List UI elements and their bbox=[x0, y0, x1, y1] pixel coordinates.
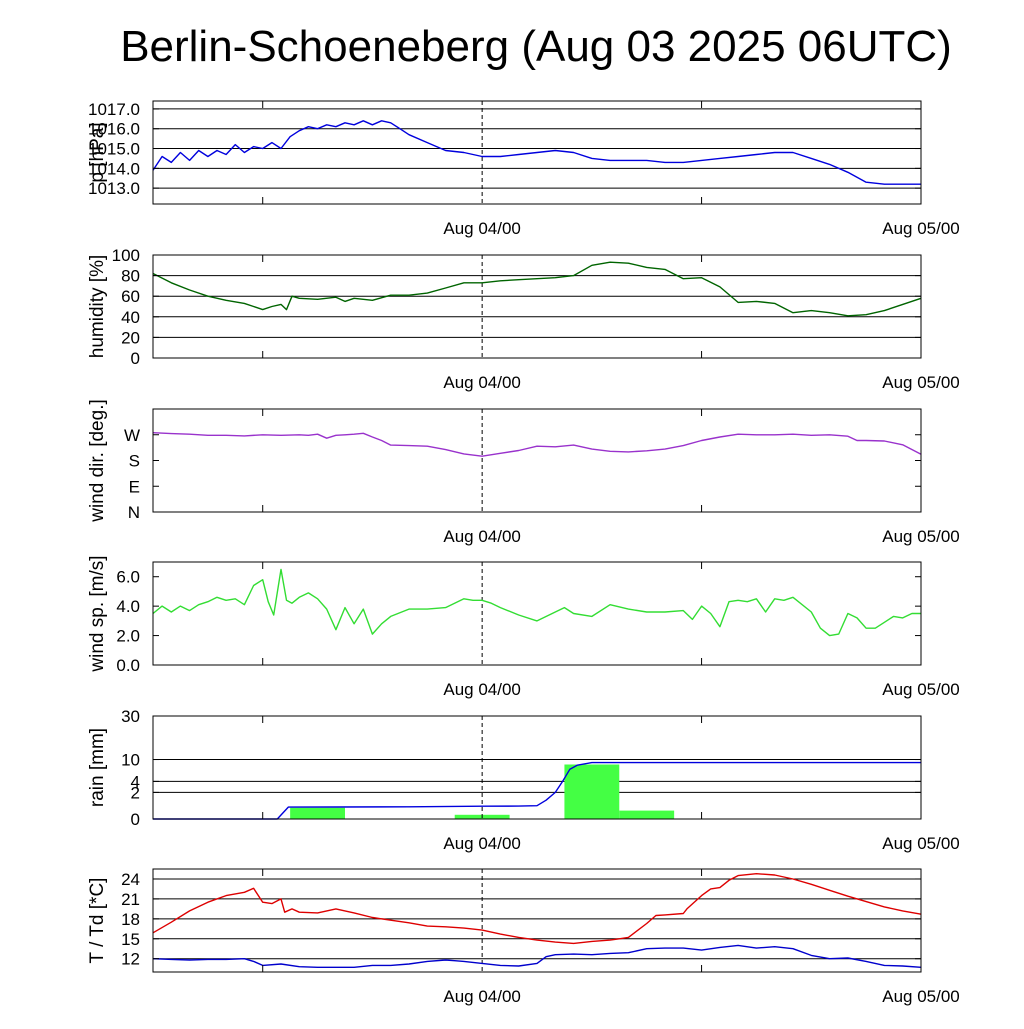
panel-frame-1 bbox=[152, 254, 922, 359]
ylabel-1: humidity [%] bbox=[87, 255, 108, 358]
ytick-label-1-3: 60 bbox=[121, 287, 140, 306]
ytick-label-0-3: 1016.0 bbox=[88, 120, 140, 139]
rain-bar-2 bbox=[564, 764, 620, 819]
ytick-label-5-2: 18 bbox=[121, 910, 140, 929]
xtick-label-0-0: Aug 04/00 bbox=[443, 219, 521, 238]
ytick-label-0-2: 1015.0 bbox=[88, 140, 140, 159]
ytick-label-3-3: 6.0 bbox=[116, 568, 140, 587]
ytick-label-5-0: 12 bbox=[121, 950, 140, 969]
panel-frame-3 bbox=[152, 561, 922, 666]
ytick-label-4-4: 30 bbox=[121, 707, 140, 726]
series-line-5-0 bbox=[152, 873, 922, 945]
xtick-label-3-1: Aug 05/00 bbox=[882, 680, 960, 699]
ytick-label-2-2: S bbox=[129, 452, 140, 471]
rain-bar-0 bbox=[290, 807, 345, 819]
ytick-label-0-4: 1017.0 bbox=[88, 100, 140, 119]
panel-frame-0 bbox=[152, 100, 922, 205]
ylabel-2: wind dir. [deg.] bbox=[87, 399, 108, 523]
xtick-label-0-1: Aug 05/00 bbox=[882, 219, 960, 238]
xtick-label-1-0: Aug 04/00 bbox=[443, 373, 521, 392]
series-line-1-0 bbox=[152, 261, 922, 317]
ytick-label-4-1: 2 bbox=[131, 783, 140, 802]
xtick-label-4-1: Aug 05/00 bbox=[882, 834, 960, 853]
series-line-4-0 bbox=[153, 761, 921, 820]
series-line-0-0 bbox=[152, 120, 921, 185]
ytick-label-5-1: 15 bbox=[121, 930, 140, 949]
ylabel-0: p [hPa] bbox=[87, 122, 108, 182]
ylabel-4: rain [mm] bbox=[87, 728, 108, 807]
chart-title: Berlin-Schoeneberg (Aug 03 2025 06UTC) bbox=[120, 22, 952, 71]
ytick-label-3-0: 0.0 bbox=[116, 656, 140, 675]
ytick-label-3-1: 2.0 bbox=[116, 627, 140, 646]
ytick-label-0-1: 1014.0 bbox=[88, 159, 140, 178]
xtick-label-1-1: Aug 05/00 bbox=[882, 373, 960, 392]
ylabel-3: wind sp. [m/s] bbox=[87, 555, 108, 672]
xtick-label-3-0: Aug 04/00 bbox=[443, 680, 521, 699]
ytick-label-3-2: 4.0 bbox=[116, 597, 140, 616]
ytick-label-5-3: 21 bbox=[121, 890, 140, 909]
ytick-label-1-0: 0 bbox=[131, 349, 140, 368]
ytick-label-4-0: 0 bbox=[131, 810, 140, 829]
ylabel-5: T / Td [*C] bbox=[87, 878, 108, 964]
ytick-label-5-4: 24 bbox=[121, 870, 140, 889]
rain-bar-3 bbox=[619, 810, 675, 819]
series-line-2-0 bbox=[152, 432, 922, 457]
xtick-label-4-0: Aug 04/00 bbox=[443, 834, 521, 853]
xtick-label-5-1: Aug 05/00 bbox=[882, 987, 960, 1006]
series-line-3-0 bbox=[152, 568, 921, 637]
ytick-label-1-2: 40 bbox=[121, 308, 140, 327]
ytick-label-1-1: 20 bbox=[121, 328, 140, 347]
ytick-label-1-5: 100 bbox=[112, 246, 140, 265]
panel-frame-4 bbox=[152, 715, 922, 820]
ytick-label-2-0: N bbox=[128, 503, 140, 522]
panel-frame-5 bbox=[152, 868, 922, 973]
series-line-5-1 bbox=[152, 944, 922, 968]
xtick-label-2-0: Aug 04/00 bbox=[443, 527, 521, 546]
ytick-label-0-0: 1013.0 bbox=[88, 179, 140, 198]
panel-frame-2 bbox=[152, 408, 922, 513]
ytick-label-2-1: E bbox=[129, 477, 140, 496]
xtick-label-5-0: Aug 04/00 bbox=[443, 987, 521, 1006]
ytick-label-1-4: 80 bbox=[121, 267, 140, 286]
ytick-label-4-2: 4 bbox=[131, 772, 140, 791]
xtick-label-2-1: Aug 05/00 bbox=[882, 527, 960, 546]
ytick-label-4-3: 10 bbox=[121, 751, 140, 770]
ytick-label-2-3: W bbox=[124, 426, 140, 445]
